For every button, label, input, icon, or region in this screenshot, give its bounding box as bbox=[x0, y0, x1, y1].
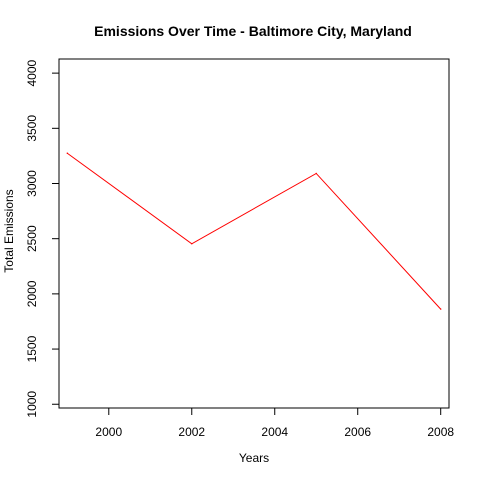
y-tick-label: 1000 bbox=[25, 391, 39, 418]
series-point bbox=[315, 172, 317, 175]
y-tick-label: 3500 bbox=[25, 115, 39, 142]
y-axis: 1000 1500 2000 2500 3000 3500 4000 bbox=[25, 59, 59, 418]
x-tick-label: 2004 bbox=[261, 425, 288, 439]
y-tick-label: 3000 bbox=[25, 170, 39, 197]
series-point bbox=[66, 152, 68, 154]
y-tick-label: 4000 bbox=[25, 59, 39, 86]
chart-title: Emissions Over Time - Baltimore City, Ma… bbox=[94, 23, 412, 39]
y-tick-label: 2500 bbox=[25, 225, 39, 252]
series-point bbox=[191, 243, 193, 245]
x-tick-label: 2008 bbox=[427, 425, 454, 439]
plot-frame bbox=[58, 58, 450, 409]
x-tick-label: 2002 bbox=[178, 425, 205, 439]
x-tick-label: 2000 bbox=[95, 425, 122, 439]
x-axis: 2000 2002 2004 2006 2008 bbox=[95, 408, 454, 439]
y-tick-label: 2000 bbox=[25, 280, 39, 307]
x-tick-label: 2006 bbox=[344, 425, 371, 439]
y-tick-label: 1500 bbox=[25, 335, 39, 362]
series-layer bbox=[66, 152, 442, 310]
series-line bbox=[67, 152, 442, 310]
series-point bbox=[440, 308, 442, 310]
x-axis-label: Years bbox=[239, 451, 269, 465]
y-axis-label: Total Emissions bbox=[2, 189, 16, 272]
